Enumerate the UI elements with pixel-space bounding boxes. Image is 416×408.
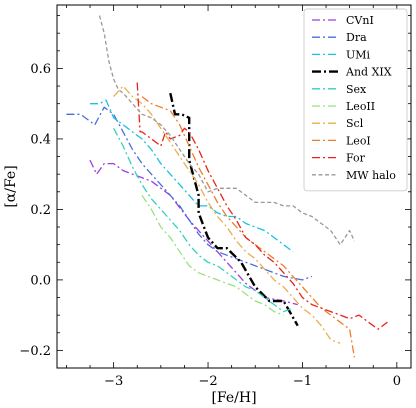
axes-frame: [56, 4, 412, 369]
legend-label: CVnI: [346, 14, 374, 27]
series-line-leoii: [141, 194, 284, 316]
series-line-and-xix: [169, 92, 299, 327]
legend-label: And XIX: [345, 66, 392, 79]
series-line-umi: [90, 99, 294, 253]
series-line-scl: [113, 85, 341, 344]
series-line-sex: [113, 127, 294, 313]
legend-label: LeoI: [346, 134, 371, 147]
y-tick-label: −0.2: [19, 344, 51, 359]
legend-label: MW halo: [346, 169, 396, 182]
series-layer: [66, 15, 388, 358]
y-tick-label: 0.0: [30, 273, 51, 288]
x-tick-label: −1: [293, 374, 312, 389]
y-tick-label: 0.6: [30, 62, 51, 77]
x-axis-label: [Fe/H]: [211, 390, 256, 406]
y-tick-label: 0.2: [30, 203, 51, 218]
legend-label: LeoII: [346, 100, 375, 113]
axes-layer: −3 −2 −1 0 −0.2 0.0 0.2 0.4 0.6: [19, 4, 412, 389]
x-tick-label: 0: [393, 374, 401, 389]
legend-label: Dra: [346, 31, 367, 44]
y-axis-label: [α/Fe]: [3, 165, 19, 207]
y-tick-label: 0.4: [30, 132, 51, 147]
legend-label: For: [346, 152, 366, 165]
series-line-dra: [66, 106, 313, 281]
series-line-mw-halo: [98, 15, 355, 246]
legend: CVnI Dra UMi And XIX Sex LeoII Scl LeoI For MW ha…: [303, 8, 408, 192]
series-line-for: [136, 82, 388, 330]
x-tick-label: −3: [104, 374, 123, 389]
legend-label: Sex: [346, 83, 367, 96]
x-tick-label: −2: [198, 374, 217, 389]
legend-label: Scl: [346, 117, 364, 130]
legend-label: UMi: [346, 48, 371, 61]
